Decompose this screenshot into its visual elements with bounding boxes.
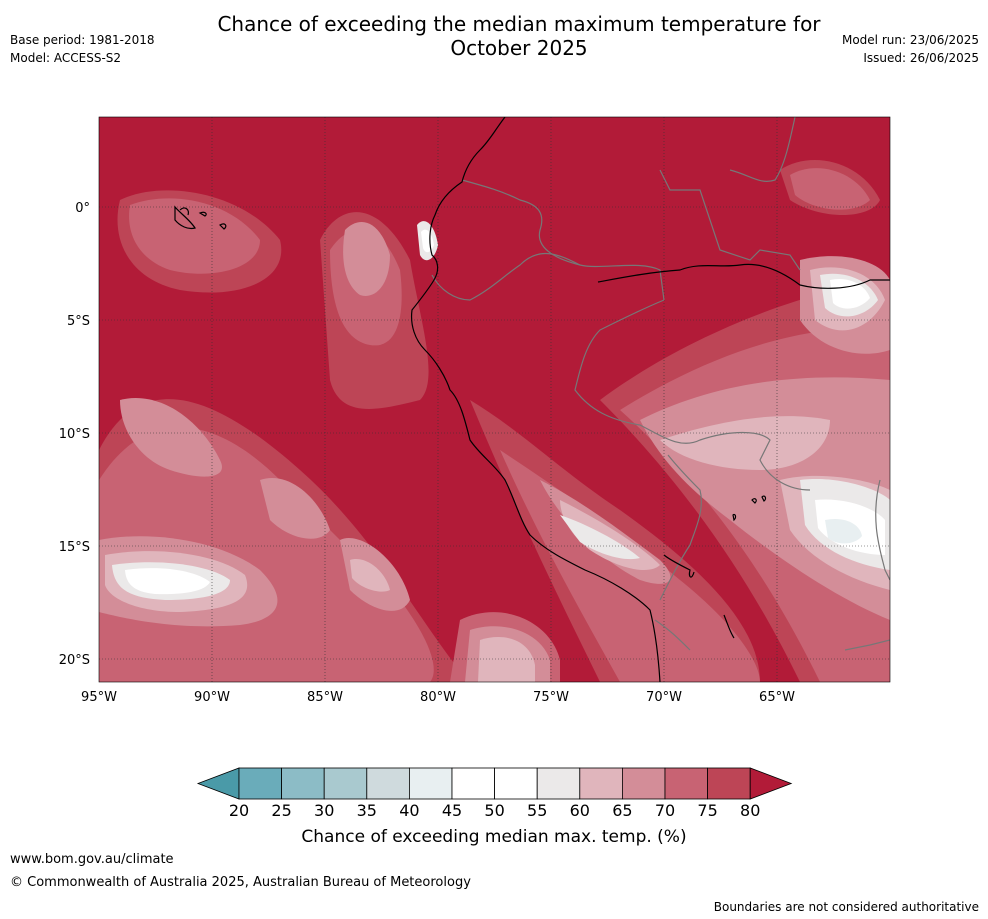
colorbar-tick-label: 70 bbox=[655, 801, 675, 820]
issued-text: Issued: 26/06/2025 bbox=[863, 51, 979, 65]
colorbar-cell bbox=[622, 767, 666, 800]
lon-label-70w: 70°W bbox=[646, 690, 682, 705]
graticule bbox=[99, 117, 890, 682]
colorbar-cell bbox=[664, 767, 708, 800]
lon-label-95w: 95°W bbox=[81, 690, 117, 705]
coastline bbox=[174, 117, 890, 682]
model-info: Base period: 1981-2018 Model: ACCESS-S2 bbox=[10, 31, 155, 67]
colorbar-tick-label: 55 bbox=[527, 801, 547, 820]
colorbar-tick-label: 75 bbox=[697, 801, 717, 820]
colorbar-tick-label: 20 bbox=[229, 801, 249, 820]
lon-label-75w: 75°W bbox=[533, 690, 569, 705]
map-frame bbox=[98, 116, 891, 683]
title-line-1: Chance of exceeding the median maximum t… bbox=[217, 12, 821, 36]
colorbar-cell bbox=[408, 767, 453, 800]
colorbar-cell bbox=[238, 767, 282, 800]
colorbar-tick-label: 65 bbox=[612, 801, 632, 820]
footer-url[interactable]: www.bom.gov.au/climate bbox=[10, 852, 174, 867]
probability-field bbox=[99, 117, 890, 682]
colorbar-tick-label: 30 bbox=[314, 801, 334, 820]
colorbar: 20 25 30 35 40 45 50 55 60 65 70 75 80 bbox=[196, 767, 793, 820]
colorbar-cell bbox=[536, 767, 581, 800]
lon-label-80w: 80°W bbox=[420, 690, 456, 705]
lat-label-20s: 20°S bbox=[59, 653, 90, 668]
colorbar-tick-label: 80 bbox=[740, 801, 760, 820]
country-borders bbox=[431, 117, 890, 651]
colorbar-cell bbox=[451, 767, 495, 800]
colorbar-cell bbox=[323, 767, 368, 800]
lon-label-85w: 85°W bbox=[307, 690, 343, 705]
lat-label-5s: 5°S bbox=[67, 314, 90, 329]
title-line-2: October 2025 bbox=[450, 36, 588, 60]
lon-label-65w: 65°W bbox=[759, 690, 795, 705]
colorbar-cell bbox=[494, 767, 538, 800]
model-run-text: Model run: 23/06/2025 bbox=[841, 33, 979, 47]
colorbar-extend-high bbox=[749, 767, 793, 800]
lon-labels: 95°W 90°W 85°W 80°W 75°W 70°W 65°W bbox=[81, 690, 795, 705]
lat-label-15s: 15°S bbox=[59, 540, 90, 555]
model-text: Model: ACCESS-S2 bbox=[10, 51, 122, 65]
colorbar-cell bbox=[707, 767, 751, 800]
lat-label-0: 0° bbox=[75, 201, 90, 216]
run-info: Model run: 23/06/2025 Issued: 26/06/2025 bbox=[842, 31, 979, 67]
footer-copyright: © Commonwealth of Australia 2025, Austra… bbox=[10, 875, 471, 890]
lat-labels: 0° 5°S 10°S 15°S 20°S bbox=[59, 201, 90, 668]
colorbar-label: Chance of exceeding median max. temp. (%… bbox=[301, 827, 687, 847]
base-period-text: Base period: 1981-2018 bbox=[10, 33, 155, 47]
colorbar-cell bbox=[366, 767, 410, 800]
lat-label-10s: 10°S bbox=[59, 427, 90, 442]
colorbar-cell bbox=[281, 767, 325, 800]
colorbar-tick-label: 35 bbox=[357, 801, 377, 820]
contour-45 bbox=[825, 518, 862, 544]
footer-note: Boundaries are not considered authoritat… bbox=[713, 900, 979, 914]
colorbar-extend-low bbox=[196, 767, 240, 800]
colorbar-tick-label: 50 bbox=[484, 801, 504, 820]
colorbar-cell bbox=[579, 767, 623, 800]
colorbar-tick-label: 60 bbox=[570, 801, 590, 820]
lon-label-90w: 90°W bbox=[194, 690, 230, 705]
colorbar-tick-label: 45 bbox=[442, 801, 462, 820]
colorbar-tick-label: 40 bbox=[399, 801, 419, 820]
colorbar-tick-label: 25 bbox=[271, 801, 291, 820]
chart-title: Chance of exceeding the median maximum t… bbox=[0, 12, 988, 60]
